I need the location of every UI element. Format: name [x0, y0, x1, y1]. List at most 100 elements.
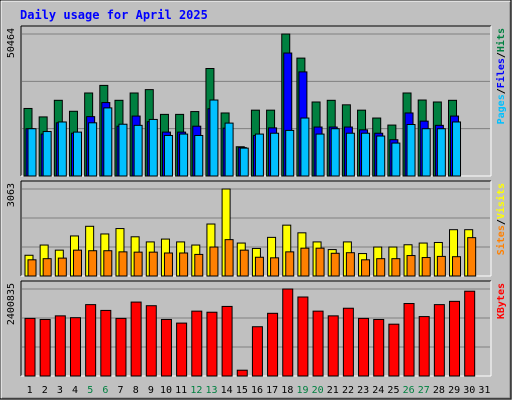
legend-entry: Sites — [495, 225, 507, 255]
legend: Sites/Visits — [495, 183, 507, 255]
x-tick-label-day-6: 6 — [102, 385, 108, 396]
bar-kbytes-day-18 — [282, 288, 294, 377]
legend-entry: / — [496, 52, 507, 58]
bar-kbytes-day-29 — [449, 300, 461, 377]
bar-kbytes-day-16 — [251, 326, 263, 377]
bar-pages-day-29 — [452, 121, 462, 177]
bar-kbytes-day-14 — [221, 305, 233, 377]
bar-sites-day-3 — [57, 257, 67, 277]
bar-sites-day-28 — [436, 255, 446, 277]
legend-entry: / — [496, 88, 507, 94]
bar-pages-day-23 — [361, 132, 371, 177]
bar-pages-day-8 — [133, 124, 143, 177]
bar-kbytes-day-15 — [236, 369, 248, 377]
bar-kbytes-day-30 — [464, 290, 476, 377]
x-tick-label-day-10: 10 — [160, 385, 172, 396]
x-tick-label-day-18: 18 — [281, 385, 293, 396]
x-tick-label-day-9: 9 — [148, 385, 154, 396]
bar-pages-day-14 — [224, 122, 234, 177]
x-tick-label-day-7: 7 — [118, 385, 124, 396]
x-tick-label-day-12: 12 — [190, 385, 202, 396]
bar-pages-day-4 — [72, 131, 82, 177]
bar-pages-day-17 — [270, 132, 280, 177]
bar-pages-day-28 — [436, 128, 446, 177]
bar-sites-day-29 — [452, 256, 462, 277]
x-tick-label-day-2: 2 — [42, 385, 48, 396]
chart-panels: 50464Pages/Files/Hits3063Sites/Visits240… — [6, 25, 507, 377]
bar-sites-day-10 — [163, 252, 173, 277]
bar-kbytes-day-7 — [115, 317, 127, 377]
bar-sites-day-9 — [148, 251, 158, 277]
x-tick-label-day-21: 21 — [327, 385, 339, 396]
bar-kbytes-day-8 — [130, 301, 142, 377]
bar-sites-day-12 — [194, 253, 204, 277]
legend: KBytes — [496, 283, 507, 319]
bar-sites-day-19 — [300, 247, 310, 277]
bar-kbytes-day-20 — [312, 310, 324, 377]
bar-kbytes-day-13 — [206, 311, 218, 377]
x-tick-label-day-5: 5 — [87, 385, 93, 396]
bar-sites-day-1 — [27, 259, 37, 277]
bar-pages-day-21 — [330, 128, 340, 177]
bar-pages-day-13 — [209, 99, 219, 177]
bar-sites-day-23 — [361, 259, 371, 277]
bar-kbytes-day-2 — [39, 318, 51, 377]
bar-kbytes-day-21 — [327, 315, 339, 377]
bar-kbytes-day-4 — [69, 317, 81, 377]
bar-pages-day-6 — [103, 107, 113, 177]
y-max-label: 50464 — [6, 28, 17, 58]
y-max-label: 3063 — [6, 183, 17, 207]
bar-sites-day-21 — [330, 252, 340, 277]
bar-sites-day-24 — [376, 258, 386, 277]
bar-kbytes-day-3 — [54, 315, 66, 377]
bar-sites-day-27 — [421, 257, 431, 277]
bar-sites-day-13 — [209, 246, 219, 277]
x-tick-label-day-26: 26 — [403, 385, 415, 396]
bar-pages-day-3 — [57, 121, 67, 177]
x-tick-label-day-27: 27 — [418, 385, 430, 396]
bar-kbytes-day-25 — [388, 323, 400, 377]
bar-kbytes-day-22 — [342, 307, 354, 377]
bar-sites-day-14 — [224, 239, 234, 277]
bar-sites-day-6 — [103, 250, 113, 277]
x-tick-label-day-30: 30 — [463, 385, 475, 396]
x-tick-label-day-31: 31 — [478, 385, 490, 396]
bar-sites-day-8 — [133, 251, 143, 277]
legend-entry: Files — [495, 58, 507, 88]
bar-pages-day-11 — [179, 133, 189, 177]
bar-sites-day-26 — [406, 255, 416, 277]
legend-entry: Hits — [495, 28, 507, 52]
x-tick-label-day-3: 3 — [57, 385, 63, 396]
bar-pages-day-10 — [163, 134, 173, 177]
bar-sites-day-22 — [345, 252, 355, 277]
bar-sites-day-30 — [467, 237, 477, 277]
bar-kbytes-day-24 — [373, 318, 385, 377]
x-tick-label-day-23: 23 — [357, 385, 369, 396]
x-tick-label-day-25: 25 — [387, 385, 399, 396]
panel-kbytes: 2400835 KBytes — [6, 280, 507, 377]
x-tick-label-day-1: 1 — [27, 385, 33, 396]
x-tick-label-day-19: 19 — [296, 385, 308, 396]
bar-pages-day-27 — [421, 128, 431, 177]
bar-kbytes-day-9 — [145, 305, 157, 377]
panel-visits-sites: 3063 Sites/Visits — [6, 180, 507, 277]
day-tick-labels: 1 2 3 4 5 6 7 8 9 10 11 12 13 14 15 16 17 18 19 20 21 22 23 24 2… — [27, 385, 491, 396]
legend-entry: Visits — [495, 183, 507, 219]
bar-kbytes-day-11 — [176, 322, 188, 377]
bar-kbytes-day-6 — [100, 309, 112, 377]
bar-pages-day-5 — [88, 122, 98, 177]
x-tick-label-day-29: 29 — [448, 385, 460, 396]
bar-pages-day-15 — [239, 147, 249, 177]
x-tick-label-day-24: 24 — [372, 385, 384, 396]
bar-pages-day-2 — [42, 131, 52, 177]
bar-sites-day-16 — [254, 256, 264, 277]
bar-sites-day-20 — [315, 247, 325, 277]
bar-kbytes-day-19 — [297, 296, 309, 377]
bar-pages-day-1 — [27, 128, 37, 177]
bar-pages-day-26 — [406, 124, 416, 177]
x-tick-label-day-11: 11 — [175, 385, 187, 396]
bar-pages-day-9 — [148, 118, 158, 177]
bar-pages-day-20 — [315, 133, 325, 177]
bar-pages-day-18 — [285, 129, 295, 177]
bar-sites-day-15 — [239, 249, 249, 277]
